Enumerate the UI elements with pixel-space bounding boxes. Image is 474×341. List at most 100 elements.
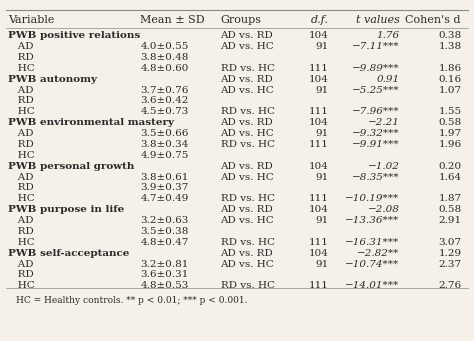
Text: AD vs. HC: AD vs. HC	[220, 129, 274, 138]
Text: 4.8±0.53: 4.8±0.53	[140, 281, 189, 290]
Text: 104: 104	[309, 75, 329, 84]
Text: −2.82**: −2.82**	[357, 249, 400, 258]
Text: 91: 91	[316, 42, 329, 51]
Text: AD vs. RD: AD vs. RD	[220, 31, 273, 40]
Text: 1.87: 1.87	[438, 194, 462, 203]
Text: 4.5±0.73: 4.5±0.73	[140, 107, 189, 116]
Text: 111: 111	[309, 238, 329, 247]
Text: 91: 91	[316, 86, 329, 94]
Text: 3.6±0.31: 3.6±0.31	[140, 270, 189, 279]
Text: 3.8±0.61: 3.8±0.61	[140, 173, 189, 181]
Text: −13.36***: −13.36***	[346, 216, 400, 225]
Text: 1.38: 1.38	[438, 42, 462, 51]
Text: −2.21: −2.21	[368, 118, 400, 127]
Text: 1.97: 1.97	[438, 129, 462, 138]
Text: HC: HC	[9, 107, 35, 116]
Text: 111: 111	[309, 107, 329, 116]
Text: 4.9±0.75: 4.9±0.75	[140, 151, 189, 160]
Text: 111: 111	[309, 281, 329, 290]
Text: 2.91: 2.91	[438, 216, 462, 225]
Text: 2.37: 2.37	[438, 260, 462, 269]
Text: 3.6±0.42: 3.6±0.42	[140, 97, 189, 105]
Text: AD vs. HC: AD vs. HC	[220, 216, 274, 225]
Text: 1.07: 1.07	[438, 86, 462, 94]
Text: 0.58: 0.58	[438, 118, 462, 127]
Text: RD: RD	[9, 227, 34, 236]
Text: AD vs. HC: AD vs. HC	[220, 86, 274, 94]
Text: PWB environmental mastery: PWB environmental mastery	[9, 118, 174, 127]
Text: RD: RD	[9, 140, 34, 149]
Text: 3.8±0.48: 3.8±0.48	[140, 53, 189, 62]
Text: −10.74***: −10.74***	[346, 260, 400, 269]
Text: Cohen's d: Cohen's d	[405, 15, 461, 25]
Text: HC: HC	[9, 238, 35, 247]
Text: AD: AD	[9, 216, 34, 225]
Text: AD vs. RD: AD vs. RD	[220, 118, 273, 127]
Text: Groups: Groups	[220, 15, 262, 25]
Text: 91: 91	[316, 216, 329, 225]
Text: −5.25***: −5.25***	[352, 86, 400, 94]
Text: HC: HC	[9, 281, 35, 290]
Text: PWB personal growth: PWB personal growth	[9, 162, 135, 170]
Text: 3.07: 3.07	[438, 238, 462, 247]
Text: 1.29: 1.29	[438, 249, 462, 258]
Text: 111: 111	[309, 64, 329, 73]
Text: −9.32***: −9.32***	[352, 129, 400, 138]
Text: 111: 111	[309, 194, 329, 203]
Text: AD vs. RD: AD vs. RD	[220, 205, 273, 214]
Text: t values: t values	[356, 15, 400, 25]
Text: PWB autonomy: PWB autonomy	[9, 75, 98, 84]
Text: AD vs. RD: AD vs. RD	[220, 249, 273, 258]
Text: 0.20: 0.20	[438, 162, 462, 170]
Text: −10.19***: −10.19***	[346, 194, 400, 203]
Text: 91: 91	[316, 129, 329, 138]
Text: 3.8±0.34: 3.8±0.34	[140, 140, 189, 149]
Text: AD vs. HC: AD vs. HC	[220, 173, 274, 181]
Text: AD: AD	[9, 86, 34, 94]
Text: 4.8±0.47: 4.8±0.47	[140, 238, 189, 247]
Text: −14.01***: −14.01***	[346, 281, 400, 290]
Text: AD vs. HC: AD vs. HC	[220, 42, 274, 51]
Text: Variable: Variable	[9, 15, 55, 25]
Text: HC: HC	[9, 151, 35, 160]
Text: 0.38: 0.38	[438, 31, 462, 40]
Text: RD vs. HC: RD vs. HC	[220, 281, 274, 290]
Text: 4.7±0.49: 4.7±0.49	[140, 194, 189, 203]
Text: RD vs. HC: RD vs. HC	[220, 194, 274, 203]
Text: −9.89***: −9.89***	[352, 64, 400, 73]
Text: RD: RD	[9, 183, 34, 192]
Text: 4.8±0.60: 4.8±0.60	[140, 64, 189, 73]
Text: −1.02: −1.02	[368, 162, 400, 170]
Text: AD vs. RD: AD vs. RD	[220, 162, 273, 170]
Text: PWB positive relations: PWB positive relations	[9, 31, 141, 40]
Text: RD: RD	[9, 53, 34, 62]
Text: AD vs. HC: AD vs. HC	[220, 260, 274, 269]
Text: −7.11***: −7.11***	[352, 42, 400, 51]
Text: 0.16: 0.16	[438, 75, 462, 84]
Text: RD vs. HC: RD vs. HC	[220, 64, 274, 73]
Text: RD: RD	[9, 270, 34, 279]
Text: 1.96: 1.96	[438, 140, 462, 149]
Text: 3.2±0.81: 3.2±0.81	[140, 260, 189, 269]
Text: 104: 104	[309, 249, 329, 258]
Text: 4.0±0.55: 4.0±0.55	[140, 42, 189, 51]
Text: 3.9±0.37: 3.9±0.37	[140, 183, 189, 192]
Text: −7.96***: −7.96***	[352, 107, 400, 116]
Text: HC = Healthy controls. ** p < 0.01; *** p < 0.001.: HC = Healthy controls. ** p < 0.01; *** …	[16, 296, 247, 305]
Text: 0.58: 0.58	[438, 205, 462, 214]
Text: AD: AD	[9, 42, 34, 51]
Text: 1.64: 1.64	[438, 173, 462, 181]
Text: 1.55: 1.55	[438, 107, 462, 116]
Text: 2.76: 2.76	[438, 281, 462, 290]
Text: Mean ± SD: Mean ± SD	[140, 15, 205, 25]
Text: 91: 91	[316, 260, 329, 269]
Text: −9.91***: −9.91***	[352, 140, 400, 149]
Text: 104: 104	[309, 162, 329, 170]
Text: 3.5±0.38: 3.5±0.38	[140, 227, 189, 236]
Text: d.f.: d.f.	[311, 15, 329, 25]
Text: HC: HC	[9, 64, 35, 73]
Text: PWB self-acceptance: PWB self-acceptance	[9, 249, 130, 258]
Text: 1.76: 1.76	[376, 31, 400, 40]
Text: 104: 104	[309, 205, 329, 214]
Text: 3.7±0.76: 3.7±0.76	[140, 86, 189, 94]
